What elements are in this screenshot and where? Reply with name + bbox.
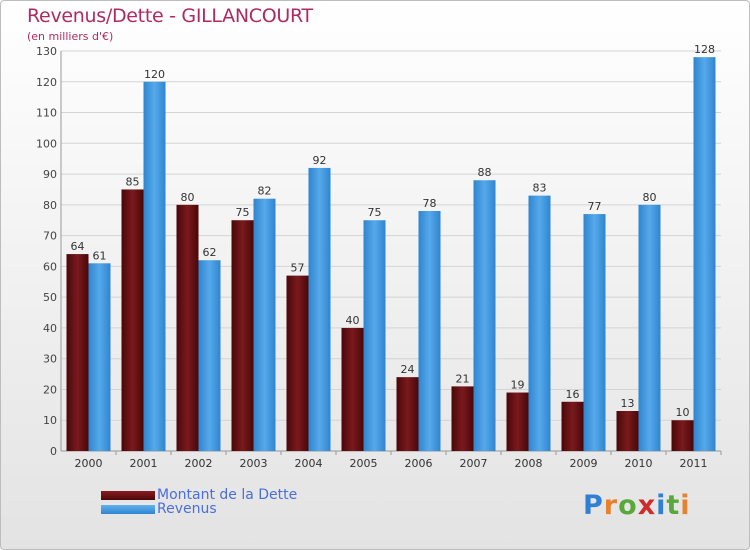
x-tick-label: 2011 [680,457,708,470]
data-label-debt: 13 [621,397,635,410]
data-label-debt: 64 [71,240,85,253]
bar-debt [66,254,89,451]
chart-subtitle: (en milliers d'€) [27,30,114,43]
x-axis-ticks: 2000 2001 2002 2003 2004 2005 2006 2007 2008 2009… [75,451,722,470]
y-axis-ticks: 0 10 20 30 40 50 60 70 80 90 100 110 120 130 [36,45,57,458]
logo-letter: x [637,490,657,521]
y-tick-label: 110 [36,107,57,120]
data-label-revenus: 62 [203,246,217,259]
legend-item-revenus: Revenus [101,501,217,517]
y-tick-label: 70 [43,230,57,243]
bar-revenus [638,204,661,451]
y-tick-label: 120 [36,76,57,89]
bar-debt [176,204,199,451]
bars: 64 61 85 120 80 62 75 82 57 92 40 75 24 78 21 88 19 83 16 7… [66,43,716,452]
data-label-revenus: 82 [258,185,272,198]
x-tick-label: 2002 [185,457,213,470]
legend-label-debt: Montant de la Dette [157,487,298,503]
y-tick-label: 100 [36,137,57,150]
bar-debt [561,401,584,451]
data-label-revenus: 78 [423,197,437,210]
data-label-debt: 85 [126,175,140,188]
logo-letter: P [583,490,604,521]
bar-revenus [308,167,331,451]
bar-revenus [418,211,441,451]
y-tick-label: 10 [43,414,57,427]
data-label-debt: 21 [456,372,470,385]
y-tick-label: 50 [43,291,57,304]
data-label-revenus: 61 [93,249,107,262]
bar-revenus [693,57,716,452]
data-label-revenus: 128 [694,43,715,56]
bar-debt [341,327,364,451]
x-tick-label: 2005 [350,457,378,470]
bar-revenus [253,198,276,451]
data-label-debt: 19 [511,379,525,392]
logo-letter: t [666,490,681,521]
x-tick-label: 2006 [405,457,433,470]
x-tick-label: 2010 [625,457,653,470]
x-tick-label: 2003 [240,457,268,470]
data-label-revenus: 88 [478,166,492,179]
bar-revenus [88,263,111,451]
logo-letter: o [618,490,638,521]
y-tick-label: 80 [43,199,57,212]
legend-label-revenus: Revenus [157,501,217,517]
data-label-revenus: 120 [144,68,165,81]
legend-swatch-revenus [101,504,155,514]
bar-debt [231,220,254,451]
x-tick-label: 2009 [570,457,598,470]
data-label-debt: 24 [401,363,415,376]
x-tick-label: 2000 [75,457,103,470]
data-label-debt: 75 [236,206,250,219]
y-tick-label: 130 [36,45,57,58]
x-tick-label: 2007 [460,457,488,470]
grid-lines [60,50,721,452]
data-label-revenus: 92 [313,154,327,167]
logo-letter: i [656,490,667,521]
y-tick-label: 60 [43,260,57,273]
bar-revenus [528,195,551,451]
bar-revenus [143,81,166,452]
x-tick-label: 2008 [515,457,543,470]
bar-debt [671,420,694,451]
bar-debt [121,189,144,451]
bar-debt [451,386,474,451]
chart-title: Revenus/Dette - GILLANCOURT [27,5,313,27]
bar-revenus [198,260,221,451]
x-tick-label: 2004 [295,457,323,470]
bar-debt [616,411,639,451]
bar-revenus [473,180,496,451]
data-label-debt: 40 [346,314,360,327]
legend-swatch-debt [101,490,155,500]
data-label-revenus: 75 [368,206,382,219]
bar-chart: 0 10 20 30 40 50 60 70 80 90 100 110 120 130 64 61 85 12… [36,43,722,470]
y-tick-label: 90 [43,168,57,181]
data-label-debt: 10 [676,406,690,419]
logo-letter: r [603,490,619,521]
y-tick-label: 20 [43,383,57,396]
proxiti-logo: Proxiti [583,490,691,521]
bar-revenus [583,214,606,451]
bar-debt [286,275,309,451]
data-label-debt: 57 [291,262,305,275]
bar-debt [396,377,419,451]
bar-debt [506,392,529,451]
logo-letter: i [680,490,691,521]
y-tick-label: 30 [43,353,57,366]
data-label-revenus: 83 [533,182,547,195]
legend-item-debt: Montant de la Dette [101,487,297,503]
data-label-revenus: 77 [588,200,602,213]
y-tick-label: 40 [43,322,57,335]
bar-revenus [363,220,386,451]
x-tick-label: 2001 [130,457,158,470]
y-tick-label: 0 [50,445,57,458]
data-label-debt: 16 [566,388,580,401]
data-label-debt: 80 [181,191,195,204]
data-label-revenus: 80 [643,191,657,204]
